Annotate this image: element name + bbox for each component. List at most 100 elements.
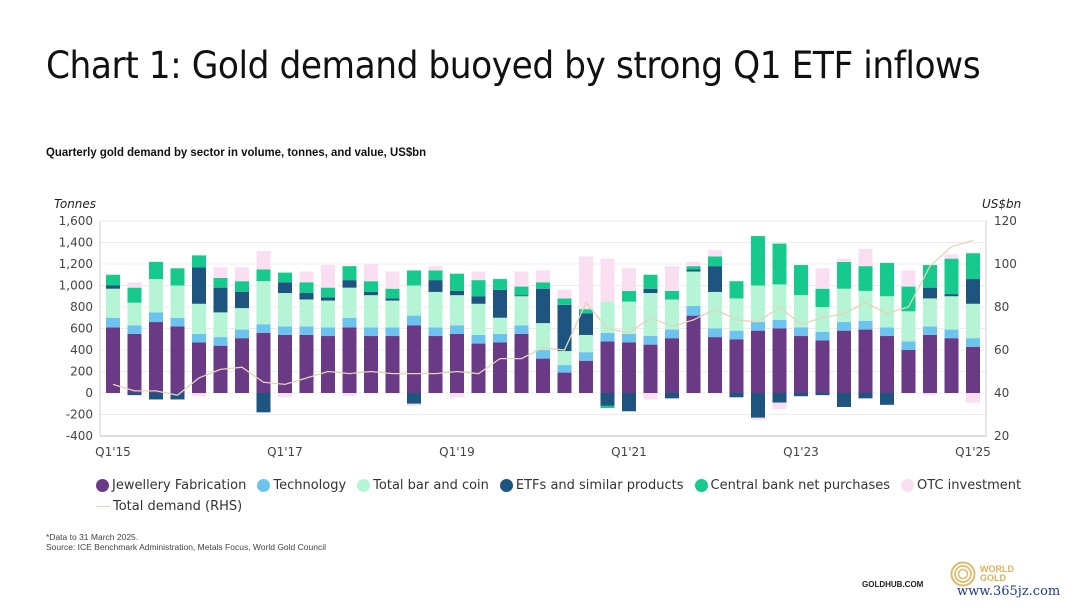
bar-segment-technology bbox=[514, 325, 529, 334]
stacked-bar-chart: 1,600 1,400 1,200 1,000 800 600 400 200 0 -200 -40… bbox=[54, 197, 1021, 459]
legend-item-jewellery[interactable]: Jewellery Fabrication bbox=[96, 476, 246, 494]
legend: Jewellery Fabrication Technology Total bar… bbox=[96, 476, 1036, 515]
bar-segment-jewellery bbox=[944, 338, 959, 393]
bar-segment-technology bbox=[579, 352, 593, 361]
legend-label: ETFs and similar products bbox=[515, 477, 684, 493]
bar-segment-etf bbox=[772, 393, 787, 403]
bar-segment-central bbox=[901, 286, 916, 312]
bar-segment-technology bbox=[407, 315, 421, 326]
legend-item-central[interactable]: Central bank net purchases bbox=[694, 476, 890, 494]
bar-segment-otc bbox=[686, 261, 701, 267]
bar-segment-central bbox=[557, 298, 572, 305]
bar-segment-otc bbox=[471, 271, 486, 281]
wgc-line-2: GOLD bbox=[980, 573, 1006, 583]
bar-segment-central bbox=[536, 282, 550, 289]
bar-segment-barcoin bbox=[557, 351, 572, 366]
bar-segment-otc bbox=[858, 248, 873, 267]
bar-segment-barcoin bbox=[536, 323, 550, 350]
goldhub-link[interactable]: GOLDHUB.COM bbox=[862, 580, 924, 589]
bar-segment-technology bbox=[622, 333, 636, 343]
bar-segment-barcoin bbox=[729, 298, 744, 331]
bar-segment-barcoin bbox=[665, 299, 679, 330]
legend-swatch bbox=[257, 478, 271, 492]
bar-segment-technology bbox=[170, 317, 185, 327]
bar-segment-barcoin bbox=[471, 303, 486, 335]
bar-segment-central bbox=[622, 290, 636, 302]
bar-segment-central bbox=[923, 265, 937, 288]
bar-segment-barcoin bbox=[579, 334, 593, 353]
y2-tick-label: 60 bbox=[994, 343, 1009, 357]
bar-segment-barcoin bbox=[321, 300, 335, 328]
bar-segment-technology bbox=[708, 328, 722, 338]
bar-segment-central bbox=[600, 405, 615, 409]
bar-segment-barcoin bbox=[858, 290, 873, 321]
x-tick-label: Q1'17 bbox=[267, 445, 303, 459]
legend-item-barcoin[interactable]: Total bar and coin bbox=[357, 476, 489, 494]
wgc-logo-text: WORLD GOLD bbox=[980, 565, 1014, 583]
legend-label: OTC investment bbox=[917, 477, 1022, 493]
y2-tick-label: 40 bbox=[994, 386, 1009, 400]
bar-segment-barcoin bbox=[213, 312, 228, 338]
bar-segment-barcoin bbox=[149, 279, 163, 313]
bar-segment-jewellery bbox=[471, 343, 486, 393]
bar-segment-barcoin bbox=[364, 295, 378, 328]
bar-segment-technology bbox=[686, 305, 701, 316]
y2-tick-label: 20 bbox=[994, 429, 1009, 443]
bar-segment-barcoin bbox=[643, 293, 658, 337]
bar-segment-jewellery bbox=[450, 333, 464, 393]
y-tick-label: 400 bbox=[70, 343, 93, 357]
bar-segment-barcoin bbox=[493, 317, 507, 334]
bar-segment-jewellery bbox=[106, 327, 120, 393]
bar-segment-etf bbox=[815, 393, 830, 396]
bar-segment-barcoin bbox=[127, 302, 142, 326]
bar-segment-barcoin bbox=[192, 303, 206, 334]
bar-segment-technology bbox=[794, 327, 808, 337]
bar-segment-jewellery bbox=[708, 337, 722, 393]
bar-segment-jewellery bbox=[342, 327, 357, 393]
legend-item-otc[interactable]: OTC investment bbox=[901, 476, 1021, 494]
bar-segment-jewellery bbox=[557, 372, 572, 393]
bar-segment-central bbox=[514, 286, 529, 296]
bar-segment-otc bbox=[665, 266, 679, 291]
bar-segment-jewellery bbox=[729, 339, 744, 393]
legend-item-total[interactable]: Total demand (RHS) bbox=[96, 497, 242, 515]
y-tick-label: 200 bbox=[70, 365, 93, 379]
bar-segment-jewellery bbox=[493, 342, 507, 393]
bar-segment-etf bbox=[751, 393, 765, 418]
bar-segment-otc bbox=[278, 393, 292, 398]
bar-segment-otc bbox=[127, 282, 142, 288]
bar-segment-technology bbox=[385, 327, 400, 337]
legend-item-technology[interactable]: Technology bbox=[257, 476, 346, 494]
bar-segment-etf bbox=[493, 289, 507, 318]
y-tick-label: 1,400 bbox=[59, 236, 93, 250]
bar-segment-otc bbox=[536, 270, 550, 283]
bar-segment-central bbox=[751, 236, 765, 286]
bar-segment-jewellery bbox=[536, 358, 550, 393]
chart-subtitle: Quarterly gold demand by sector in volum… bbox=[46, 145, 427, 159]
bar-segment-otc bbox=[751, 417, 765, 420]
bar-segment-etf bbox=[557, 304, 572, 352]
bar-segment-barcoin bbox=[966, 303, 980, 339]
bar-segment-central bbox=[966, 253, 980, 280]
legend-item-etf[interactable]: ETFs and similar products bbox=[499, 476, 684, 494]
y-tick-label: 1,200 bbox=[59, 257, 93, 271]
bars bbox=[106, 236, 980, 420]
bar-segment-central bbox=[149, 261, 163, 280]
legend-swatch bbox=[694, 478, 708, 492]
bar-segment-technology bbox=[450, 325, 464, 334]
bar-segment-barcoin bbox=[815, 307, 830, 332]
bar-segment-otc bbox=[966, 393, 980, 403]
bar-segment-jewellery bbox=[901, 350, 916, 393]
bar-segment-etf bbox=[385, 298, 400, 301]
bar-segment-etf bbox=[428, 280, 443, 292]
y2-tick-label: 80 bbox=[994, 300, 1009, 314]
bar-segment-central bbox=[686, 266, 701, 270]
bar-segment-technology bbox=[944, 329, 959, 339]
x-tick-label: Q1'25 bbox=[955, 445, 991, 459]
legend-swatch bbox=[96, 505, 110, 507]
legend-swatch bbox=[357, 478, 371, 492]
bar-segment-barcoin bbox=[385, 300, 400, 328]
total-demand-line-group bbox=[112, 239, 974, 396]
chart-title: Chart 1: Gold demand buoyed by strong Q1… bbox=[46, 44, 981, 87]
legend-label: Total bar and coin bbox=[373, 477, 489, 493]
